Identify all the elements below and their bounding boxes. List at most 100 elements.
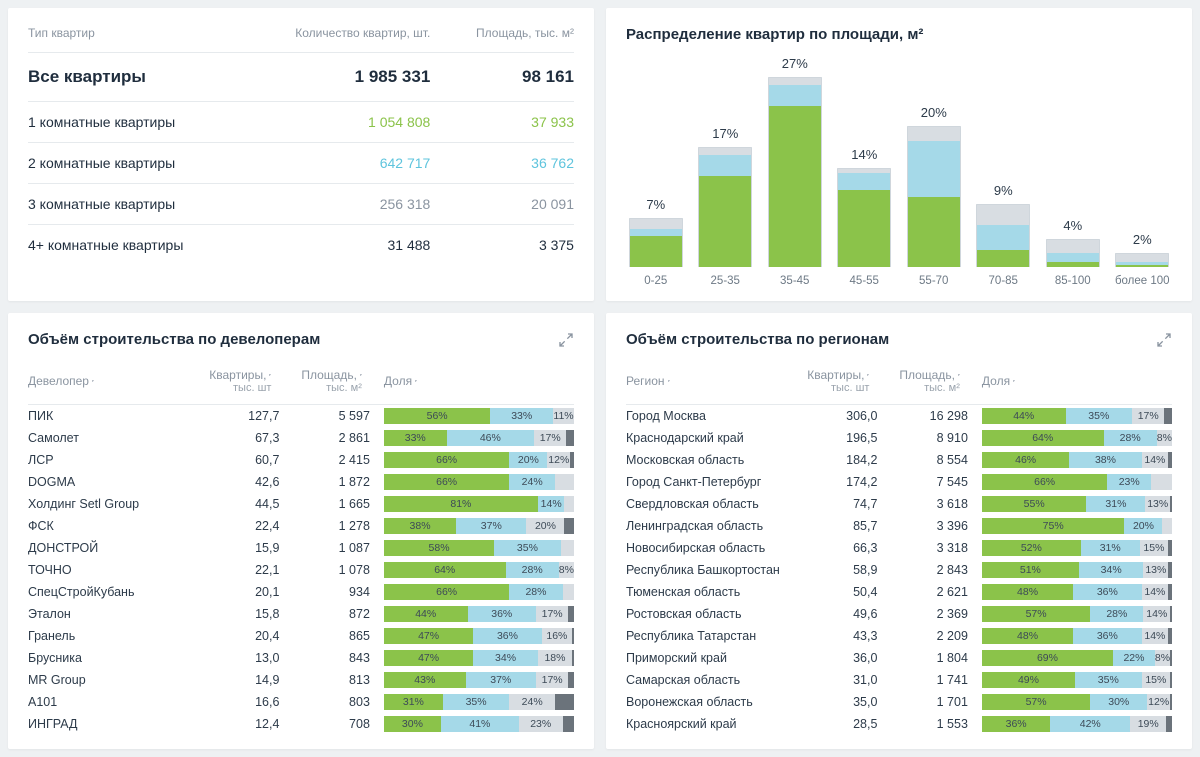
share-seg: 47% [384,628,473,644]
apt-row-count: 642 717 [258,155,430,171]
developer-row[interactable]: СпецСтройКубань 20,1 934 66%28% [28,581,574,603]
share-bar: 49%35%15% [982,672,1172,688]
rk-name: ПИК [28,409,197,423]
share-bar: 64%28%8% [982,430,1172,446]
dist-column: 27% 35-45 [765,56,825,287]
apt-row-count: 256 318 [258,196,430,212]
developer-row[interactable]: MR Group 14,9 813 43%37%17% [28,669,574,691]
sort-area[interactable]: Площадь, [899,368,968,382]
rk-name: Гранель [28,629,197,643]
developer-row[interactable]: А101 16,6 803 31%35%24% [28,691,574,713]
region-row[interactable]: Воронежская область 35,0 1 701 57%30%12% [626,691,1172,713]
share-seg: 37% [456,518,526,534]
region-row[interactable]: Город Москва 306,0 16 298 44%35%17% [626,405,1172,427]
share-seg-tail [568,606,574,622]
share-seg: 20% [1124,518,1162,534]
developer-row[interactable]: ФСК 22,4 1 278 38%37%20% [28,515,574,537]
share-seg-tail [570,452,574,468]
share-seg: 12% [547,452,570,468]
developer-row[interactable]: Самолет 67,3 2 861 33%46%17% [28,427,574,449]
rk-name: Город Санкт-Петербург [626,475,795,489]
developer-row[interactable]: ПИК 127,7 5 597 56%33%11% [28,405,574,427]
share-seg: 57% [982,694,1090,710]
sort-developer[interactable]: Девелопер [28,374,102,388]
dist-bar [907,126,961,267]
region-row[interactable]: Ленинградская область 85,7 3 396 75%20% [626,515,1172,537]
region-row[interactable]: Приморский край 36,0 1 804 69%22%8% [626,647,1172,669]
expand-icon[interactable] [1156,332,1172,348]
sort-area[interactable]: Площадь, [301,368,370,382]
region-row[interactable]: Свердловская область 74,7 3 618 55%31%13… [626,493,1172,515]
region-row[interactable]: Тюменская область 50,4 2 621 48%36%14% [626,581,1172,603]
rk-name: А101 [28,695,197,709]
apt-row-total: Все квартиры 1 985 331 98 161 [28,53,574,102]
sort-icon [1013,376,1023,386]
dist-seg-green [699,176,751,267]
share-bar: 47%36%16% [384,628,574,644]
share-seg: 36% [1073,584,1141,600]
share-seg-tail [1168,562,1172,578]
share-bar: 30%41%23% [384,716,574,732]
dist-pct: 14% [851,147,877,162]
region-row[interactable]: Краснодарский край 196,5 8 910 64%28%8% [626,427,1172,449]
sort-share[interactable]: Доля [982,374,1023,388]
sort-share[interactable]: Доля [384,374,425,388]
developer-row[interactable]: Брусника 13,0 843 47%34%18% [28,647,574,669]
rk-apt: 196,5 [801,431,885,445]
apt-row: 4+ комнатные квартиры 31 488 3 375 [28,225,574,265]
rk-area: 708 [293,717,377,731]
share-seg: 8% [1157,430,1172,446]
region-row[interactable]: Московская область 184,2 8 554 46%38%14% [626,449,1172,471]
rk-apt: 20,4 [203,629,287,643]
region-row[interactable]: Город Санкт-Петербург 174,2 7 545 66%23% [626,471,1172,493]
share-seg: 66% [384,474,509,490]
share-seg: 24% [509,694,555,710]
share-seg: 17% [534,430,566,446]
share-seg: 28% [1090,606,1143,622]
share-seg: 11% [553,408,574,424]
developer-row[interactable]: ЛСР 60,7 2 415 66%20%12% [28,449,574,471]
sort-icon [668,376,678,386]
rk-apt: 22,1 [203,563,287,577]
developer-row[interactable]: Холдинг Setl Group 44,5 1 665 81%14% [28,493,574,515]
developer-row[interactable]: ДОНСТРОЙ 15,9 1 087 58%35% [28,537,574,559]
dist-pct: 2% [1133,232,1152,247]
region-row[interactable]: Красноярский край 28,5 1 553 36%42%19% [626,713,1172,735]
share-seg-tail [1170,650,1172,666]
rk-name: Красноярский край [626,717,795,731]
dist-seg-green [630,236,682,267]
dist-pct: 20% [921,105,947,120]
region-row[interactable]: Республика Башкортостан 58,9 2 843 51%34… [626,559,1172,581]
region-row[interactable]: Республика Татарстан 43,3 2 209 48%36%14… [626,625,1172,647]
region-row[interactable]: Ростовская область 49,6 2 369 57%28%14% [626,603,1172,625]
share-seg: 41% [441,716,519,732]
rk-name: Ленинградская область [626,519,795,533]
dist-seg-green [1047,262,1099,267]
apt-row-area: 3 375 [430,237,574,253]
dist-category: 55-70 [919,275,948,287]
expand-icon[interactable] [558,332,574,348]
share-seg: 30% [384,716,441,732]
rk-area: 2 369 [891,607,975,621]
sort-apt[interactable]: Квартиры, [807,368,877,382]
region-row[interactable]: Самарская область 31,0 1 741 49%35%15% [626,669,1172,691]
rk-apt: 36,0 [801,651,885,665]
dist-seg-blue [908,141,960,197]
region-row[interactable]: Новосибирская область 66,3 3 318 52%31%1… [626,537,1172,559]
share-bar: 66%23% [982,474,1172,490]
developer-row[interactable]: Гранель 20,4 865 47%36%16% [28,625,574,647]
dist-seg-blue [769,85,821,106]
sort-apt[interactable]: Квартиры, [209,368,279,382]
share-seg-tail [568,672,574,688]
share-bar: 48%36%14% [982,584,1172,600]
developer-row[interactable]: Эталон 15,8 872 44%36%17% [28,603,574,625]
rk-name: Московская область [626,453,795,467]
developer-row[interactable]: ИНГРАД 12,4 708 30%41%23% [28,713,574,735]
rk-apt: 67,3 [203,431,287,445]
share-seg: 22% [1113,650,1155,666]
sort-region[interactable]: Регион [626,374,678,388]
developer-row[interactable]: DOGMA 42,6 1 872 66%24% [28,471,574,493]
share-bar: 44%35%17% [982,408,1172,424]
developer-row[interactable]: ТОЧНО 22,1 1 078 64%28%8% [28,559,574,581]
dist-seg-green [769,106,821,267]
